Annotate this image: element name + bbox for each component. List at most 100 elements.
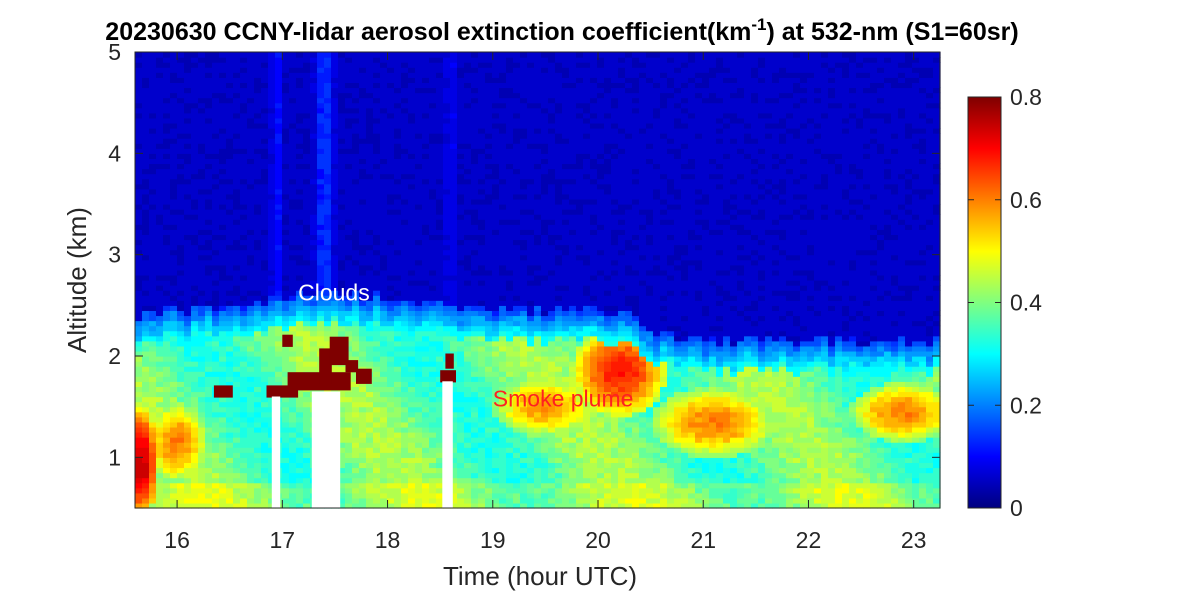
heatmap-cell <box>219 321 227 327</box>
heatmap-cell <box>352 402 360 408</box>
heatmap-cell <box>751 179 759 185</box>
heatmap-cell <box>289 361 297 372</box>
heatmap-cell <box>464 148 472 169</box>
heatmap-cell <box>779 467 787 473</box>
heatmap-cell <box>660 331 668 337</box>
heatmap-cell <box>723 158 731 199</box>
heatmap-cell <box>261 361 269 367</box>
heatmap-cell <box>170 386 178 392</box>
heatmap-cell <box>464 437 472 443</box>
heatmap-cell <box>562 82 570 88</box>
heatmap-cell <box>415 346 423 352</box>
heatmap-cell <box>345 57 353 63</box>
heatmap-cell <box>135 204 143 210</box>
heatmap-cell <box>324 250 332 261</box>
heatmap-cell <box>429 305 437 311</box>
heatmap-cell <box>625 498 633 504</box>
heatmap-cell <box>436 229 444 235</box>
heatmap-cell <box>499 488 507 494</box>
heatmap-cell <box>800 422 808 433</box>
heatmap-cell <box>485 422 493 428</box>
heatmap-cell <box>541 483 549 489</box>
heatmap-cell <box>632 331 640 337</box>
heatmap-cell <box>527 148 535 179</box>
heatmap-cell <box>478 432 486 438</box>
heatmap-cell <box>303 118 311 129</box>
heatmap-cell <box>359 305 367 311</box>
heatmap-cell <box>793 57 801 73</box>
heatmap-cell <box>632 113 640 169</box>
heatmap-cell <box>303 260 311 266</box>
heatmap-cell <box>681 62 689 68</box>
heatmap-cell <box>156 341 164 347</box>
heatmap-cell <box>443 275 451 281</box>
heatmap-cell <box>177 473 185 479</box>
heatmap-cell <box>835 300 843 336</box>
heatmap-cell <box>415 87 423 93</box>
heatmap-cell <box>674 265 682 271</box>
heatmap-cell <box>450 148 458 275</box>
heatmap-cell <box>800 473 808 479</box>
heatmap-cell <box>737 214 745 225</box>
heatmap-cell <box>212 432 220 438</box>
heatmap-cell <box>695 498 703 504</box>
heatmap-cell <box>541 412 549 418</box>
heatmap-cell <box>268 194 276 200</box>
heatmap-cell <box>653 336 661 342</box>
heatmap-cell <box>506 346 514 357</box>
heatmap-cell <box>576 113 584 119</box>
heatmap-cell <box>758 462 766 473</box>
heatmap-cell <box>443 326 451 332</box>
heatmap-cell <box>737 315 745 341</box>
heatmap-cell <box>618 427 626 433</box>
heatmap-cell <box>744 123 752 129</box>
heatmap-cell <box>499 300 507 306</box>
heatmap-cell <box>597 331 605 337</box>
heatmap-cell <box>807 295 815 301</box>
heatmap-cell <box>541 315 549 321</box>
heatmap-cell <box>499 427 507 433</box>
heatmap-cell <box>359 199 367 205</box>
heatmap-cell <box>499 87 507 98</box>
heatmap-cell <box>590 412 598 418</box>
heatmap-cell <box>786 260 794 281</box>
heatmap-cell <box>212 315 220 321</box>
heatmap-cell <box>170 128 178 139</box>
heatmap-cell <box>170 397 178 403</box>
heatmap-cell <box>352 488 360 494</box>
heatmap-cell <box>492 331 500 337</box>
heatmap-cell <box>520 250 528 256</box>
heatmap-cell <box>541 376 549 382</box>
heatmap-cell <box>401 341 409 347</box>
heatmap-cell <box>772 158 780 164</box>
heatmap-cell <box>352 229 360 250</box>
heatmap-cell <box>303 397 311 403</box>
heatmap-cell <box>177 77 185 83</box>
heatmap-cell <box>359 163 367 169</box>
heatmap-cell <box>793 493 801 499</box>
heatmap-cell <box>408 331 416 337</box>
heatmap-cell <box>611 52 619 83</box>
heatmap-cell <box>555 356 563 362</box>
heatmap-cell <box>681 341 689 347</box>
heatmap-cell <box>737 260 745 266</box>
heatmap-cell <box>177 52 185 58</box>
heatmap-cell <box>660 133 668 139</box>
heatmap-cell <box>478 478 486 484</box>
heatmap-cell <box>506 148 514 164</box>
heatmap-cell <box>639 67 647 73</box>
heatmap-cell <box>730 442 738 448</box>
heatmap-cell <box>408 153 416 159</box>
heatmap-cell <box>191 326 199 332</box>
heatmap-cell <box>443 57 451 78</box>
heatmap-cell <box>772 82 780 98</box>
heatmap-cell <box>807 457 815 468</box>
heatmap-cell <box>590 346 598 352</box>
heatmap-cell <box>506 275 514 281</box>
heatmap-cell <box>583 67 591 103</box>
heatmap-cell <box>233 422 241 428</box>
heatmap-cell <box>282 245 290 276</box>
heatmap-cell <box>604 432 612 443</box>
heatmap-cell <box>177 437 185 443</box>
heatmap-cell <box>205 346 213 362</box>
